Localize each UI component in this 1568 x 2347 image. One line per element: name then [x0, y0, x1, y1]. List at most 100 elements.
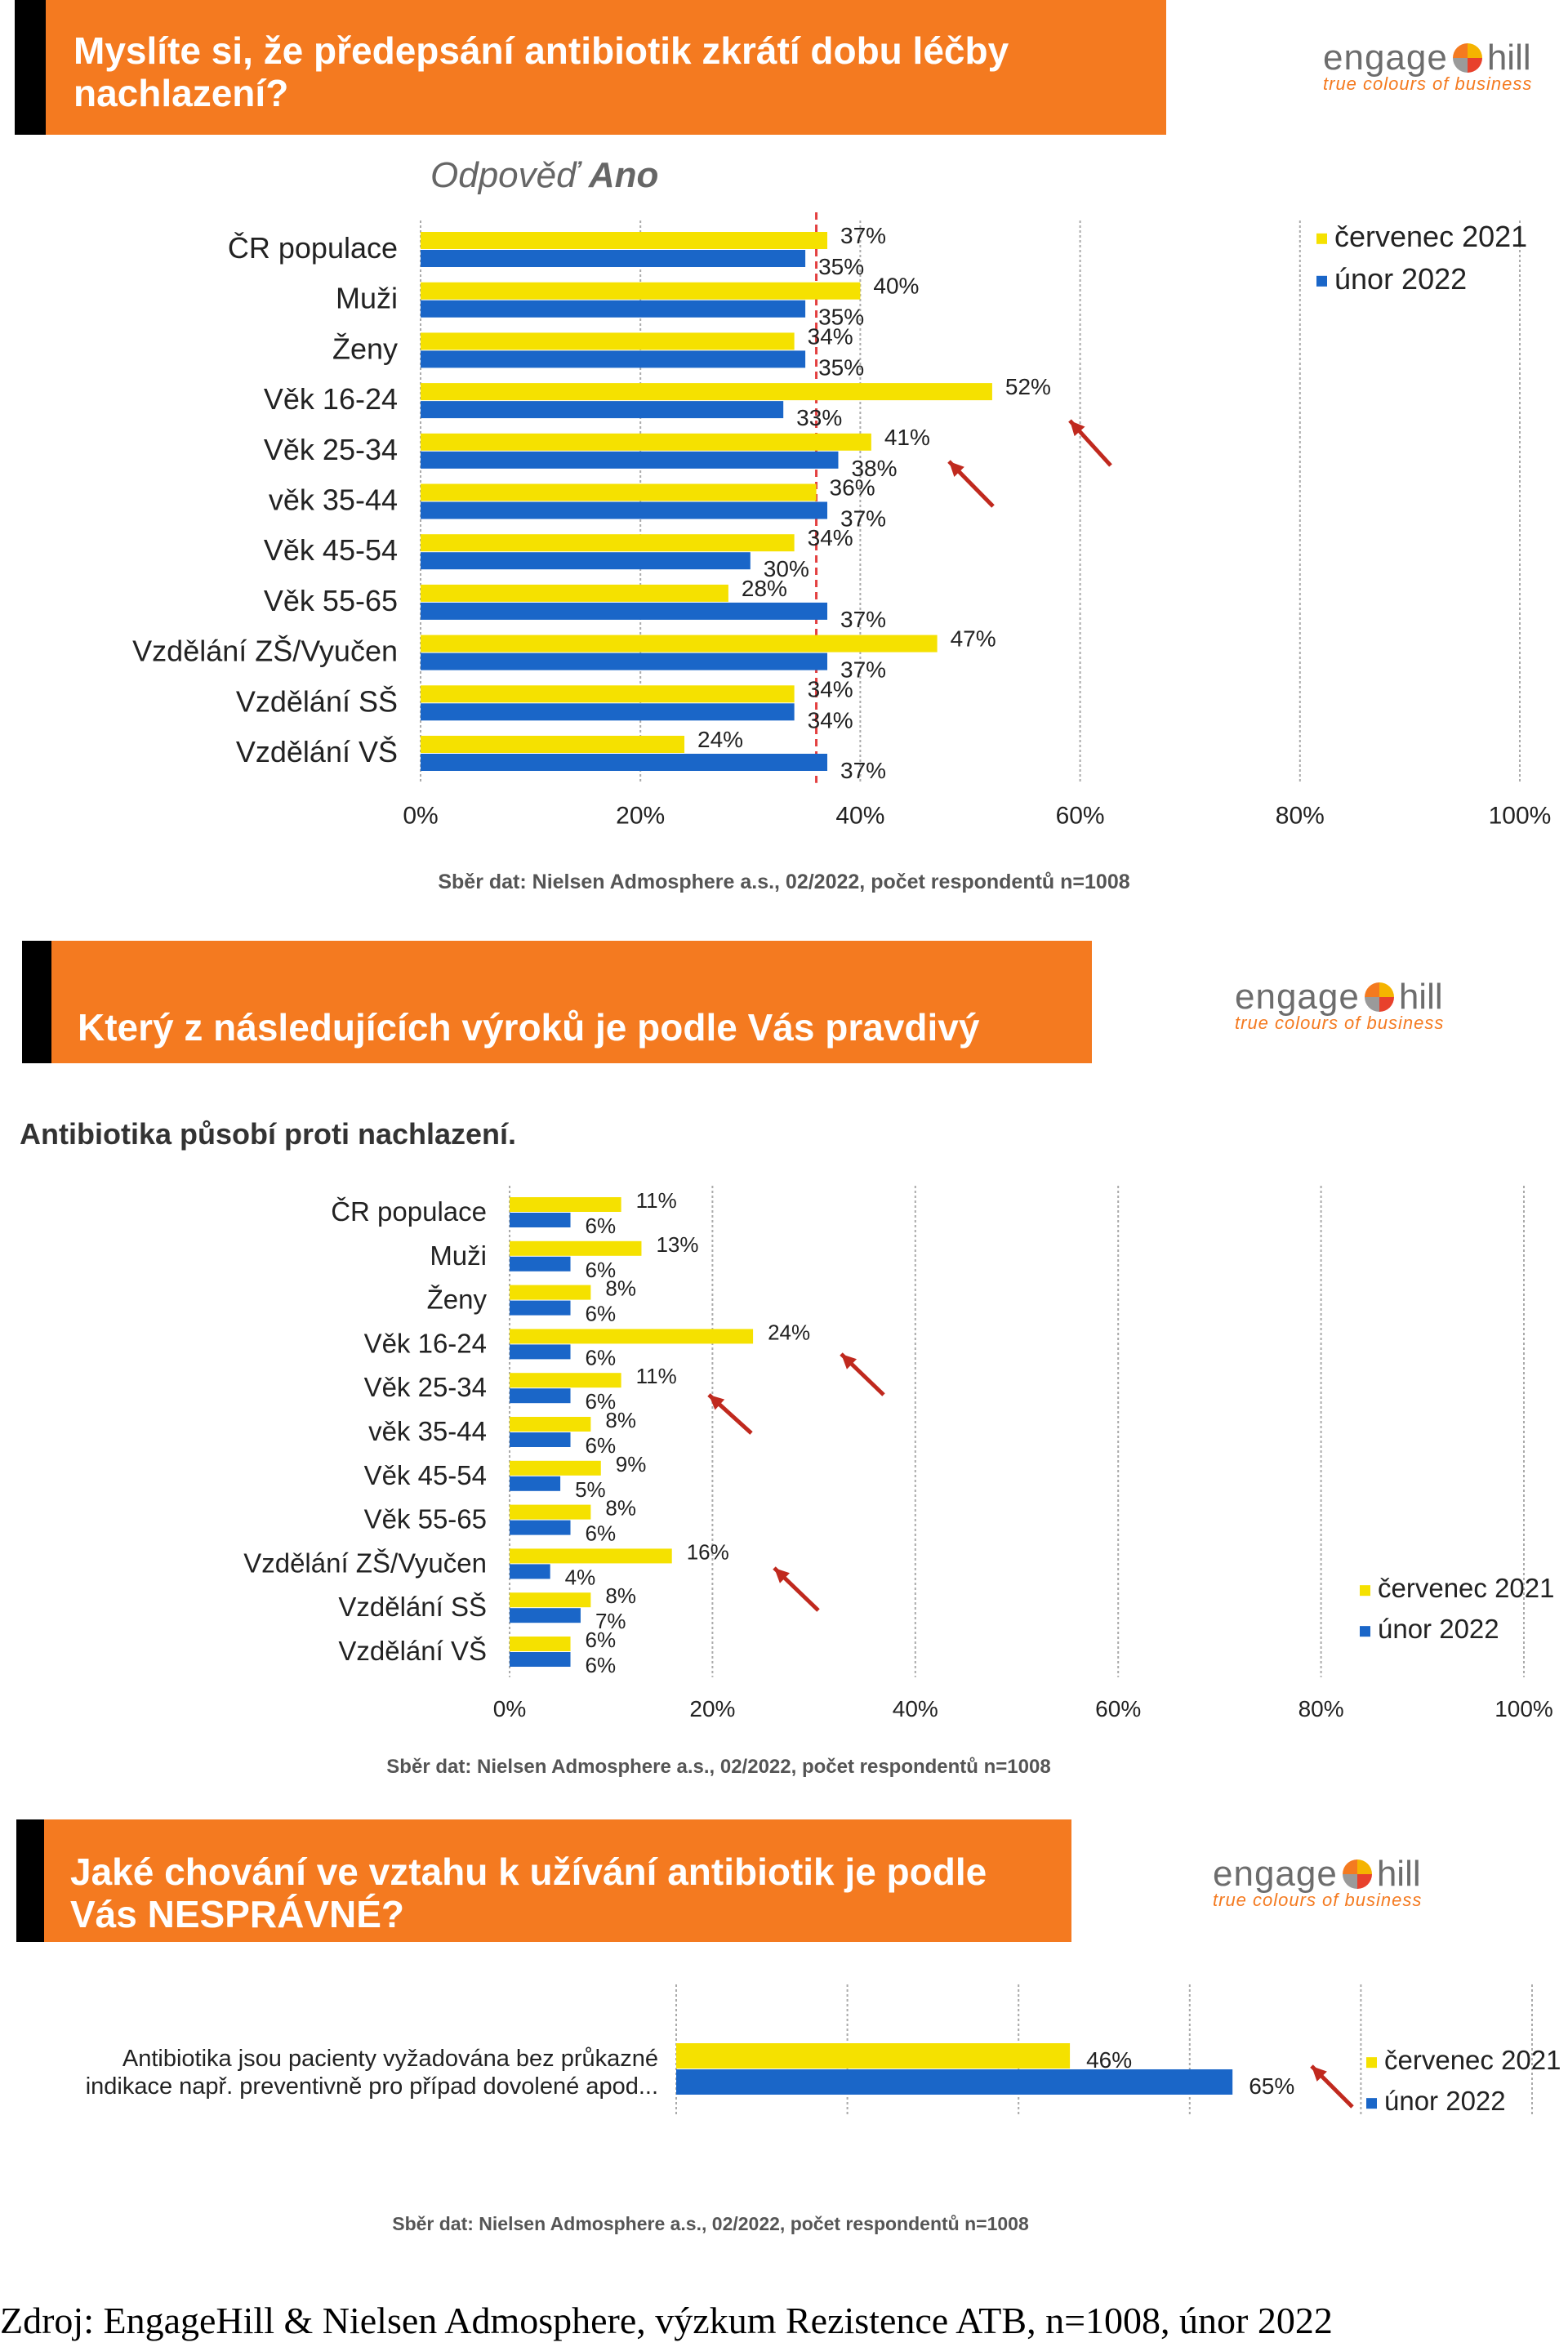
data-label: 28%	[742, 576, 787, 601]
category-label: Muži	[336, 282, 398, 315]
bar-feb-2022	[510, 1256, 571, 1271]
bar-jul-2021	[421, 232, 828, 249]
data-label: 24%	[697, 727, 743, 752]
legend-label: červenec 2021	[1384, 2045, 1561, 2075]
bar-jul-2021	[421, 736, 685, 753]
banner-chart-3: Jaké chování ve vztahu k užívání antibio…	[16, 1819, 1071, 1942]
legend-label: únor 2022	[1334, 262, 1467, 296]
bar-feb-2022	[510, 1608, 581, 1623]
bar-jul-2021	[510, 1285, 591, 1300]
data-label: 6%	[586, 1214, 617, 1238]
bar-jul-2021	[510, 1548, 672, 1564]
banner-chart-2: Který z následujících výroků je podle Vá…	[22, 941, 1092, 1063]
bar-feb-2022	[421, 501, 828, 519]
chart-1-title: Myslíte si, že předepsání antibiotik zkr…	[74, 29, 1009, 114]
data-label: 6%	[586, 1653, 617, 1677]
bar-feb-2022	[421, 652, 828, 670]
data-label: 38%	[851, 456, 897, 481]
data-label: 11%	[636, 1188, 677, 1213]
category-label: Věk 55-65	[364, 1504, 487, 1534]
chart-2-subtitle: Antibiotika působí proti nachlazení.	[20, 1117, 517, 1151]
data-label: 6%	[586, 1258, 617, 1282]
data-label: 8%	[605, 1408, 636, 1432]
bar-feb-2022	[510, 1300, 571, 1316]
data-label: 6%	[586, 1521, 617, 1546]
data-label: 8%	[605, 1583, 636, 1608]
x-tick-label: 20%	[616, 803, 665, 830]
data-label: 35%	[818, 305, 864, 330]
data-label: 52%	[1005, 374, 1051, 399]
chart-1-svg: 0% 20% 40% 60% 80% 100% ČR populace 37% 35% Muži 4…	[132, 212, 1552, 830]
category-label: Věk 16-24	[264, 382, 398, 416]
bar-feb-2022	[421, 451, 839, 469]
bar-jul-2021	[510, 1460, 601, 1476]
legend-swatch	[1366, 2057, 1377, 2069]
category-label: ČR populace	[331, 1196, 487, 1227]
x-tick-label: 20%	[689, 1696, 735, 1721]
bar-feb-2022	[676, 2069, 1233, 2095]
bar-jul-2021	[421, 282, 861, 300]
bar-feb-2022	[510, 1432, 571, 1447]
category-label: Ženy	[427, 1285, 488, 1315]
data-label: 8%	[605, 1496, 636, 1521]
bar-jul-2021	[421, 635, 938, 652]
category-label: věk 35-44	[368, 1416, 487, 1446]
category-label: Věk 55-65	[264, 584, 398, 617]
category-label: Věk 25-34	[364, 1372, 487, 1402]
chart-2-svg: 0% 20% 40% 60% 80% 100% ČR populace 11% 6% Muži 13…	[243, 1186, 1554, 1721]
data-label: 33%	[796, 405, 842, 430]
trend-arrow-head	[841, 1354, 858, 1369]
data-label: 37%	[840, 758, 886, 783]
category-label: Věk 25-34	[264, 433, 398, 466]
bar-feb-2022	[510, 1652, 571, 1667]
category-label: indikace např. preventivně pro případ do…	[86, 2073, 658, 2100]
legend-label: únor 2022	[1378, 1614, 1499, 1644]
category-label: Vzdělání SŠ	[236, 684, 398, 718]
banner-black-block	[22, 941, 51, 1063]
bar-feb-2022	[510, 1213, 571, 1227]
chart-1-subtitle: Odpověď Ano	[430, 155, 659, 195]
bar-jul-2021	[421, 383, 992, 401]
bar-jul-2021	[421, 483, 817, 501]
legend-label: únor 2022	[1384, 2086, 1506, 2116]
category-label: Vzdělání SŠ	[338, 1592, 487, 1622]
data-label: 65%	[1249, 2073, 1294, 2099]
data-label: 16%	[687, 1539, 729, 1564]
x-tick-label: 60%	[1056, 803, 1105, 830]
bar-jul-2021	[510, 1197, 621, 1212]
chart-3-source: Sběr dat: Nielsen Admosphere a.s., 02/20…	[392, 2213, 1029, 2234]
chart-2-source: Sběr dat: Nielsen Admosphere a.s., 02/20…	[386, 1756, 1051, 1778]
sun-icon	[1364, 982, 1394, 1012]
data-label: 37%	[840, 223, 886, 248]
data-label: 37%	[840, 607, 886, 632]
bar-jul-2021	[421, 433, 871, 451]
bar-jul-2021	[421, 584, 728, 602]
legend-label: červenec 2021	[1334, 220, 1527, 253]
sun-icon	[1342, 1859, 1372, 1889]
data-label: 34%	[808, 525, 853, 550]
chart-3-svg: 0%20%40%60%80%100%Antibiotika jsou pacie…	[86, 1984, 1561, 2116]
x-tick-label: 100%	[1489, 803, 1552, 830]
bar-jul-2021	[510, 1592, 591, 1608]
trend-arrow-head	[949, 461, 964, 477]
banner-black-block	[16, 1819, 44, 1942]
bar-feb-2022	[421, 350, 806, 368]
bar-feb-2022	[510, 1344, 571, 1360]
category-label: Antibiotika jsou pacienty vyžadována bez…	[122, 2046, 658, 2072]
bar-feb-2022	[421, 300, 806, 318]
data-label: 36%	[830, 475, 875, 501]
bar-jul-2021	[510, 1329, 754, 1344]
banner-black-block	[15, 0, 46, 135]
legend-swatch	[1360, 1585, 1370, 1597]
category-label: Vzdělání ZŠ/Vyučen	[243, 1548, 487, 1578]
bar-feb-2022	[421, 250, 806, 267]
data-label: 30%	[764, 556, 809, 581]
data-label: 13%	[656, 1232, 698, 1257]
bar-jul-2021	[421, 685, 795, 703]
data-label: 6%	[586, 1628, 617, 1652]
bar-jul-2021	[510, 1240, 642, 1256]
data-label: 37%	[840, 506, 886, 532]
legend-swatch	[1316, 233, 1327, 244]
bar-jul-2021	[421, 332, 795, 350]
category-label: věk 35-44	[269, 483, 398, 517]
